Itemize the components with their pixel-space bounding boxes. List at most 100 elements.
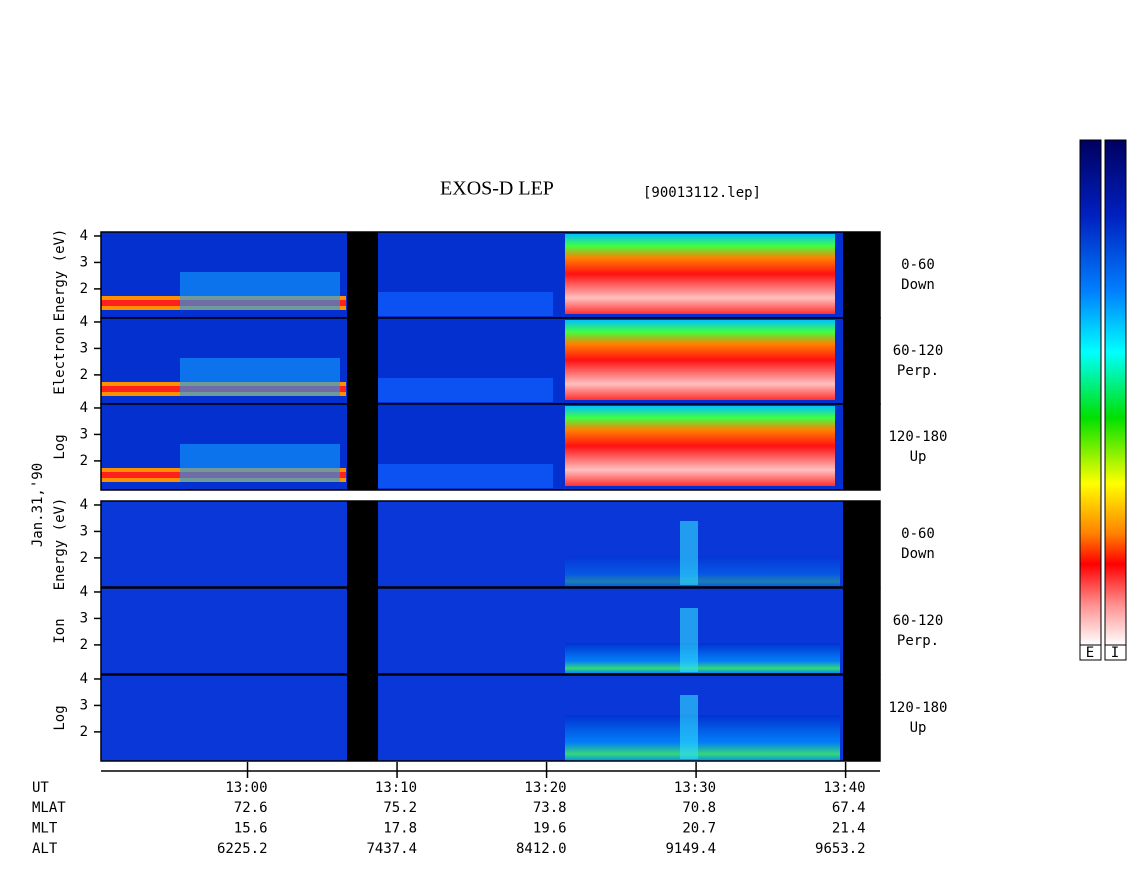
y-tick-label: 4 xyxy=(80,584,88,600)
data-gap xyxy=(843,404,880,490)
ephemeris-value: 67.4 xyxy=(832,800,866,816)
data-gap xyxy=(843,318,880,404)
ephemeris-value: 19.6 xyxy=(533,821,567,837)
row-name: MLT xyxy=(32,821,58,837)
title: EXOS-D LEP xyxy=(440,178,554,200)
y-tick-label: 3 xyxy=(80,340,88,356)
colorbar xyxy=(1079,139,1102,646)
spectrogram-band xyxy=(180,358,340,396)
y-tick-label: 2 xyxy=(80,550,88,566)
ephemeris-value: 75.2 xyxy=(383,800,417,816)
ephemeris-value: 15.6 xyxy=(234,821,268,837)
y-tick-label: 2 xyxy=(80,453,88,469)
panel-frame xyxy=(100,587,881,675)
data-gap xyxy=(347,404,378,490)
y-axis-label: Ion xyxy=(52,618,68,643)
x-tick-label: 13:20 xyxy=(524,780,566,796)
data-gap xyxy=(347,318,378,404)
spectrogram-active xyxy=(565,406,835,486)
row-name: ALT xyxy=(32,841,58,857)
pitch-direction: Down xyxy=(901,277,935,293)
pitch-direction: Perp. xyxy=(897,363,939,379)
colorbar-label-box xyxy=(1104,644,1127,661)
y-tick-label: 3 xyxy=(80,426,88,442)
spectrogram-band xyxy=(378,464,553,488)
x-tick-label: 13:40 xyxy=(823,780,865,796)
data-gap xyxy=(843,588,880,674)
y-tick-label: 3 xyxy=(80,697,88,713)
spectrogram-band xyxy=(680,521,698,585)
y-tick-label: 2 xyxy=(80,281,88,297)
ephemeris-value: 6225.2 xyxy=(217,841,268,857)
y-tick-label: 3 xyxy=(80,523,88,539)
ephemeris-value: 72.6 xyxy=(234,800,268,816)
spectrogram-band xyxy=(565,715,840,761)
pitch-direction: Up xyxy=(910,720,927,736)
spectrogram-band xyxy=(565,556,840,586)
x-tick-label: 13:10 xyxy=(375,780,417,796)
spectrogram-band xyxy=(378,292,553,316)
ephemeris-value: 9653.2 xyxy=(815,841,866,857)
ephemeris-value: 21.4 xyxy=(832,821,866,837)
pitch-range: 120-180 xyxy=(888,700,947,716)
pitch-range: 60-120 xyxy=(893,343,944,359)
ephemeris-value: 8412.0 xyxy=(516,841,567,857)
y-axis-label: Electron xyxy=(52,327,68,394)
ephemeris-value: 70.8 xyxy=(682,800,716,816)
spectrogram-band xyxy=(680,608,698,672)
y-tick-label: 3 xyxy=(80,254,88,270)
x-tick-label: 13:00 xyxy=(225,780,267,796)
pitch-range: 60-120 xyxy=(893,613,944,629)
data-gap xyxy=(843,501,880,587)
y-tick-label: 2 xyxy=(80,724,88,740)
x-tick-label: 13:30 xyxy=(674,780,716,796)
colorbar xyxy=(1104,139,1127,646)
row-name: UT xyxy=(32,780,49,796)
pitch-direction: Up xyxy=(910,449,927,465)
y-tick-label: 3 xyxy=(80,610,88,626)
y-tick-label: 4 xyxy=(80,497,88,513)
spectrogram-band xyxy=(180,444,340,482)
ephemeris-value: 73.8 xyxy=(533,800,567,816)
y-axis-label: Energy (eV) xyxy=(52,229,68,322)
panel-frame xyxy=(100,500,881,588)
data-gap xyxy=(843,675,880,761)
row-name: MLAT xyxy=(32,800,66,816)
y-axis-label: Energy (eV) xyxy=(52,498,68,591)
pitch-range: 120-180 xyxy=(888,429,947,445)
pitch-direction: Down xyxy=(901,546,935,562)
y-axis-label: Log xyxy=(52,434,68,459)
panel-frame xyxy=(100,674,881,762)
colorbar-label-box xyxy=(1079,644,1102,661)
y-axis-label: Log xyxy=(52,705,68,730)
colorbar-label: I xyxy=(1111,645,1119,661)
spectrogram-active xyxy=(565,320,835,400)
y-tick-label: 4 xyxy=(80,314,88,330)
data-gap xyxy=(347,501,378,587)
ephemeris-value: 9149.4 xyxy=(666,841,717,857)
date-label: Jan.31,'90 xyxy=(30,463,46,547)
ephemeris-value: 7437.4 xyxy=(366,841,417,857)
y-tick-label: 2 xyxy=(80,367,88,383)
spectrogram-band xyxy=(565,643,840,673)
pitch-range: 0-60 xyxy=(901,526,935,542)
panel-frame xyxy=(100,403,881,491)
colorbar-label: E xyxy=(1086,645,1094,661)
y-tick-label: 4 xyxy=(80,671,88,687)
data-gap xyxy=(843,232,880,318)
data-gap xyxy=(347,232,378,318)
y-tick-label: 4 xyxy=(80,228,88,244)
pitch-direction: Perp. xyxy=(897,633,939,649)
spectrogram-band xyxy=(378,378,553,402)
ephemeris-value: 20.7 xyxy=(682,821,716,837)
spectrogram-band xyxy=(680,695,698,759)
pitch-range: 0-60 xyxy=(901,257,935,273)
data-gap xyxy=(347,675,378,761)
subtitle: [90013112.lep] xyxy=(643,185,761,201)
ephemeris-value: 17.8 xyxy=(383,821,417,837)
spectrogram-active xyxy=(565,234,835,314)
data-gap xyxy=(347,588,378,674)
spectrogram-band xyxy=(180,272,340,310)
y-tick-label: 4 xyxy=(80,400,88,416)
